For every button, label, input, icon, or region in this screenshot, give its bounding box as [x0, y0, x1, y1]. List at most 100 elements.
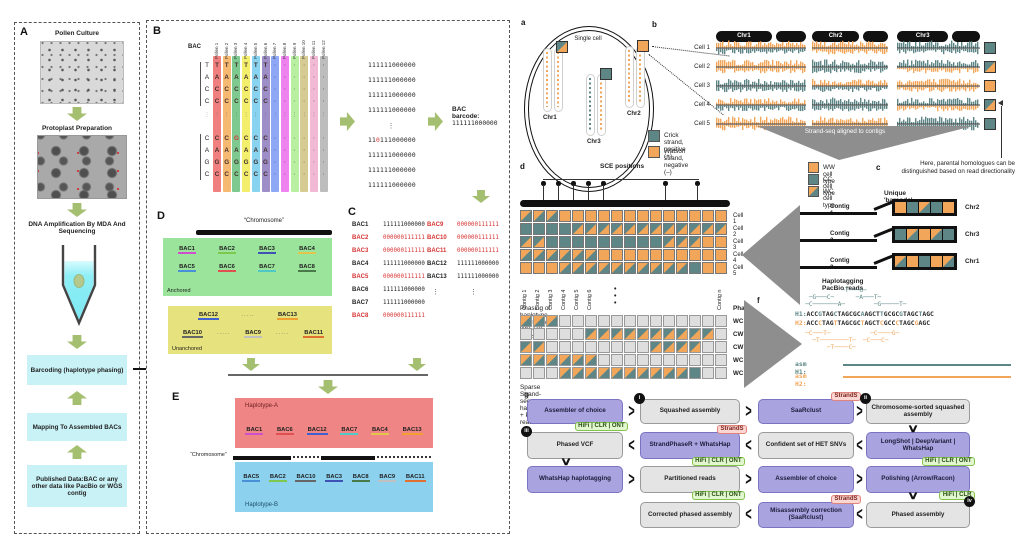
allele-letter: C: [214, 98, 220, 105]
grid-cell: [689, 249, 701, 261]
flow-arrow: >: [627, 400, 635, 421]
ellipsis: ⋮: [387, 123, 395, 130]
allele-letter: C: [224, 171, 229, 178]
grid-cell: [546, 249, 558, 261]
ideogram-segment: [775, 31, 806, 42]
grid-cell: [663, 236, 675, 248]
bac-chip: BAC4: [370, 427, 389, 435]
allele-letter: ·: [303, 62, 306, 69]
bac-axis-label: BAC: [188, 44, 201, 50]
grid-cell: [559, 236, 571, 248]
grid-cell: [637, 249, 649, 261]
pollen-column-name: Pollen 7: [272, 42, 278, 59]
allele-letter: ·: [283, 74, 286, 81]
allele-letter: G: [253, 159, 259, 166]
phase-grid-cell: [533, 341, 545, 353]
allele-letter: T: [224, 62, 229, 69]
phase-grid-cell: [715, 328, 727, 340]
allele-letter: ·: [283, 98, 286, 105]
bac-chip: BAC3: [325, 474, 344, 482]
allele-letter: C: [243, 135, 249, 142]
phase-row-label: CW: [733, 331, 744, 338]
allele-letter: ·: [274, 62, 277, 69]
allele-letter: C: [263, 171, 268, 178]
allele-letter: A: [214, 74, 220, 81]
contig-column-label: Contig 5: [574, 289, 580, 311]
cell-row-label: Cell 1: [733, 213, 744, 225]
phase-grid-cell: [572, 367, 584, 379]
phased-allele: T: [833, 319, 838, 327]
allele-letter: T: [234, 62, 239, 69]
phase-grid-cell: [624, 341, 636, 353]
ref-letter: C: [204, 135, 210, 142]
allele-letter: ·: [312, 98, 316, 105]
allele-letter: ·: [274, 98, 277, 105]
protoplast-micrograph: [37, 135, 127, 199]
allele-letter: C: [253, 135, 259, 142]
chromosome-bar-dotted: [293, 456, 319, 458]
bac-code: 000000111111: [383, 235, 425, 241]
phase-grid-cell: [689, 341, 701, 353]
phase-grid-cell: [689, 328, 701, 340]
phase-grid-cell: [598, 328, 610, 340]
bac-name: BAC2: [352, 235, 369, 241]
grid-cell: [650, 262, 662, 274]
flow-down-arrow: ∨: [906, 423, 920, 435]
pollen-column-name: Pollen 9: [291, 42, 297, 59]
panel-e-label: E: [172, 391, 180, 403]
phase-grid-cell: [585, 315, 597, 327]
barcode-strip: [892, 253, 957, 270]
flow-arrow: >: [745, 400, 752, 421]
asm-h1-label: asm H1:: [795, 360, 807, 376]
chromatid: [597, 74, 606, 136]
barcode-square: [931, 256, 942, 267]
phase-grid-cell: [611, 315, 623, 327]
grid-cell: [520, 223, 532, 235]
pollen-column-name: Pollen 10: [301, 40, 307, 59]
cell-row-label: Cell 3: [733, 239, 744, 251]
pacbio-read-line: ─T───G─: [798, 287, 867, 294]
allele-letter: ·: [274, 147, 277, 154]
phase-grid-cell: [650, 315, 662, 327]
pollen-column-header: Pollen 5: [253, 43, 261, 59]
panel-rd-label: d: [520, 162, 525, 171]
grid-cell: [715, 210, 727, 222]
barcoding-box: Barcoding (haplotype phasing): [27, 355, 127, 385]
allele-letter: ·: [322, 147, 325, 154]
grid-cell: [533, 223, 545, 235]
bac-chip: BAC2: [268, 474, 287, 482]
panel-a-box: A Pollen Culture Protoplast Preparation …: [14, 22, 140, 534]
bac-chip: BAC12: [198, 312, 220, 320]
bac-chip: BAC1: [178, 246, 196, 254]
sce-dot-icon: [663, 181, 668, 186]
barcode-binary-row: 111111000000: [368, 152, 416, 159]
bac-chip: BAC4: [298, 246, 316, 254]
ellipsis: ⋮: [214, 112, 220, 118]
allele-letter: C: [253, 171, 259, 178]
bac-name: BAC4: [352, 261, 369, 267]
cell-type-square: [556, 41, 568, 53]
barcode-binary-row: 111111000000: [368, 92, 416, 99]
phase-grid-cell: [676, 328, 688, 340]
grid-cell: [611, 249, 623, 261]
up-arrow-icon: [67, 391, 87, 405]
grid-cell: [702, 249, 714, 261]
pollen-column-name: Pollen 6: [262, 42, 268, 59]
ellipsis: ⋮: [311, 112, 317, 118]
flow-box-label: Corrected phased assembly: [648, 510, 732, 518]
grid-cell: [611, 210, 623, 222]
sce-bracket-line: [543, 179, 699, 180]
panel-rb-label: b: [652, 20, 657, 29]
cell-row-label: Cell 5: [694, 120, 710, 127]
phased-allele: C: [895, 319, 900, 327]
contig-name: Contig 1: [830, 203, 850, 217]
allele-letter: T: [215, 62, 219, 69]
allele-letter: ·: [283, 62, 286, 69]
gap-dots: ·····: [216, 331, 231, 337]
sce-stem: [603, 185, 605, 201]
flow-arrow: <: [856, 503, 863, 525]
panel-rc-label: c: [876, 163, 881, 172]
ellipsis: ⋮: [301, 112, 307, 118]
allele-letter: T: [253, 62, 258, 69]
phase-grid-cell: [559, 341, 571, 353]
